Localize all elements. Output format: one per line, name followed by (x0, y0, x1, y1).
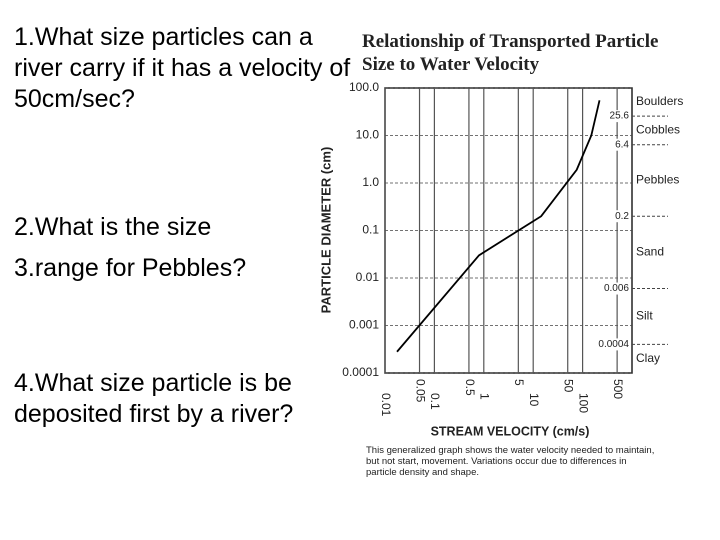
boundary-label: 0.0004 (598, 339, 629, 350)
size-class-label: Boulders (636, 94, 683, 108)
x-tick-label: 0.1 (428, 393, 442, 410)
y-tick-label: 0.01 (356, 270, 380, 284)
velocity-curve (396, 100, 601, 353)
boundary-label: 25.6 (610, 111, 630, 122)
x-tick-label: 50 (562, 379, 576, 393)
size-class-label: Sand (636, 245, 664, 259)
question: 1.What size particles can a river carry … (14, 23, 351, 113)
x-tick-label: 500 (611, 379, 625, 399)
question: 3.range for Pebbles? (14, 254, 247, 282)
x-tick-label: 0.5 (463, 379, 477, 396)
question: 2.What is the size (14, 213, 212, 241)
x-axis-label: STREAM VELOCITY (cm/s) (431, 424, 590, 438)
chart-title: Relationship of Transported Particle Siz… (362, 31, 659, 75)
y-tick-label: 100.0 (349, 80, 379, 94)
y-tick-label: 1.0 (362, 175, 379, 189)
y-axis-label: PARTICLE DIAMETER (cm) (318, 147, 333, 314)
x-tick-label: 0.01 (379, 393, 393, 417)
y-tick-label: 0.001 (349, 318, 379, 332)
size-class-label: Cobbles (636, 123, 680, 137)
boundary-label: 0.006 (604, 283, 629, 294)
y-tick-label: 0.0001 (342, 365, 379, 379)
x-tick-label: 5 (512, 379, 526, 386)
size-class-label: Silt (636, 309, 653, 323)
y-tick-label: 10.0 (356, 128, 380, 142)
label-bg (602, 338, 630, 351)
x-tick-label: 100 (576, 393, 590, 413)
label-bg (602, 282, 630, 295)
label-bg (602, 138, 630, 151)
x-tick-label: 1 (478, 393, 492, 400)
size-class-label: Pebbles (636, 173, 679, 187)
x-tick-label: 0.05 (413, 379, 427, 403)
boundary-label: 6.4 (615, 139, 629, 150)
label-bg (602, 110, 630, 123)
question: 4.What size particle is be deposited fir… (14, 369, 294, 428)
boundary-label: 0.2 (615, 211, 629, 222)
y-tick-label: 0.1 (362, 223, 379, 237)
chart-note: This generalized graph shows the water v… (366, 445, 655, 478)
x-tick-label: 10 (527, 393, 541, 407)
label-bg (602, 210, 630, 223)
size-class-label: Clay (636, 351, 660, 365)
